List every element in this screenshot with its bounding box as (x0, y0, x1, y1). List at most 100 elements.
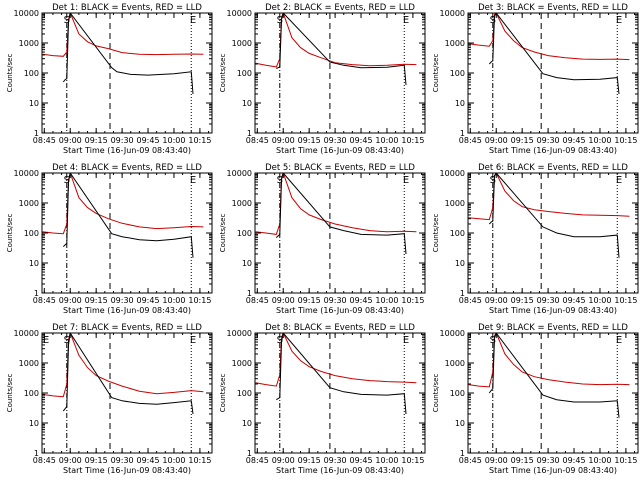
x-tick-label: 09:00 (59, 136, 82, 145)
x-tick-label: 10:15 (188, 296, 211, 305)
y-axis-label: Counts/sec (219, 214, 227, 253)
x-tick-label: 10:00 (162, 136, 185, 145)
y-tick-label: 100 (24, 229, 39, 238)
x-tick-label: 09:30 (111, 136, 134, 145)
panel-title: Det 6: BLACK = Events, RED = LLD (478, 163, 628, 173)
marker-s: S (64, 335, 70, 346)
y-tick-label: 100 (237, 229, 252, 238)
marker-s: S (277, 15, 283, 26)
x-tick-label: 08:45 (246, 296, 269, 305)
marker-e: E (43, 335, 49, 346)
x-tick-label: 10:00 (375, 296, 398, 305)
y-tick-label: 1 (460, 289, 465, 298)
x-tick-label: 09:45 (350, 136, 373, 145)
x-tick-label: 08:45 (459, 136, 482, 145)
series-line-lld (42, 173, 204, 235)
x-axis-label: Start Time (16-Jun-09 08:43:40) (63, 466, 191, 475)
x-tick-label: 08:45 (33, 456, 56, 465)
y-tick-label: 10 (455, 259, 465, 268)
x-tick-label: 09:15 (298, 296, 321, 305)
x-tick-label: 08:45 (459, 296, 482, 305)
panel-title: Det 9: BLACK = Events, RED = LLD (478, 323, 628, 333)
x-tick-label: 09:45 (563, 296, 586, 305)
y-tick-label: 1 (460, 449, 465, 458)
x-tick-label: 09:30 (537, 296, 560, 305)
x-tick-label: 10:15 (614, 136, 637, 145)
x-tick-label: 10:15 (401, 136, 424, 145)
y-tick-label: 10 (29, 99, 39, 108)
series-line-lld (255, 13, 417, 68)
detector-panel: Det 2: BLACK = Events, RED = LLD S E 1 10 100… (219, 3, 426, 155)
marker-s: S (277, 335, 283, 346)
x-tick-label: 10:00 (375, 456, 398, 465)
series-line-lld (468, 173, 630, 221)
y-tick-label: 10000 (227, 329, 252, 338)
marker-s: S (490, 335, 496, 346)
x-axis-label: Start Time (16-Jun-09 08:43:40) (276, 146, 404, 155)
detector-panel: Det 8: BLACK = Events, RED = LLD S E 1 10 100… (219, 323, 426, 475)
x-tick-label: 10:00 (588, 296, 611, 305)
y-tick-label: 100 (450, 69, 465, 78)
marker-e: E (616, 335, 622, 346)
x-tick-label: 08:45 (33, 296, 56, 305)
y-axis-label: Counts/sec (432, 54, 440, 93)
series-line-events (275, 173, 407, 255)
detector-panel: Det 4: BLACK = Events, RED = LLD S E 1 10 100… (6, 163, 213, 315)
y-tick-label: 10 (455, 419, 465, 428)
y-tick-label: 100 (450, 389, 465, 398)
x-axis-label: Start Time (16-Jun-09 08:43:40) (276, 466, 404, 475)
marker-s: S (277, 175, 283, 186)
y-tick-label: 10000 (440, 329, 465, 338)
x-axis-label: Start Time (16-Jun-09 08:43:40) (63, 306, 191, 315)
x-tick-label: 08:45 (33, 136, 56, 145)
x-tick-label: 09:15 (511, 456, 534, 465)
y-tick-label: 10000 (14, 9, 39, 18)
y-tick-label: 10000 (14, 169, 39, 178)
x-axis-label: Start Time (16-Jun-09 08:43:40) (489, 306, 617, 315)
x-tick-label: 09:00 (59, 296, 82, 305)
y-axis-label: Counts/sec (432, 374, 440, 413)
x-tick-label: 10:00 (375, 136, 398, 145)
x-tick-label: 10:15 (401, 456, 424, 465)
x-tick-label: 10:15 (401, 296, 424, 305)
y-tick-label: 10000 (14, 329, 39, 338)
marker-e: E (616, 175, 622, 186)
detector-panel: Det 1: BLACK = Events, RED = LLD S E 1 10 100… (6, 3, 213, 155)
x-tick-label: 09:15 (298, 136, 321, 145)
x-tick-label: 09:45 (563, 136, 586, 145)
y-axis-label: Counts/sec (219, 54, 227, 93)
panel-title: Det 5: BLACK = Events, RED = LLD (265, 163, 415, 173)
series-line-events (62, 13, 194, 95)
x-tick-label: 09:30 (537, 456, 560, 465)
y-tick-label: 1000 (232, 39, 252, 48)
x-tick-label: 10:15 (614, 296, 637, 305)
x-tick-label: 10:00 (588, 136, 611, 145)
marker-s: S (490, 175, 496, 186)
marker-s: S (64, 175, 70, 186)
y-tick-label: 100 (237, 69, 252, 78)
y-tick-label: 1 (247, 129, 252, 138)
marker-e: E (616, 15, 622, 26)
y-tick-label: 1000 (19, 39, 39, 48)
x-tick-label: 09:30 (111, 456, 134, 465)
y-tick-label: 10 (29, 419, 39, 428)
series-line-lld (255, 333, 417, 387)
y-tick-label: 10 (242, 259, 252, 268)
x-tick-label: 09:30 (537, 136, 560, 145)
series-line-lld (42, 333, 204, 398)
x-tick-label: 09:00 (272, 136, 295, 145)
x-tick-label: 10:00 (588, 456, 611, 465)
x-axis-label: Start Time (16-Jun-09 08:43:40) (489, 466, 617, 475)
marker-e: E (190, 335, 196, 346)
y-tick-label: 10 (455, 99, 465, 108)
y-tick-label: 100 (450, 229, 465, 238)
panel-title: Det 4: BLACK = Events, RED = LLD (52, 163, 202, 173)
series-line-lld (468, 13, 630, 61)
panel-title: Det 7: BLACK = Events, RED = LLD (52, 323, 202, 333)
x-tick-label: 09:00 (272, 296, 295, 305)
x-tick-label: 10:15 (614, 456, 637, 465)
y-tick-label: 1 (34, 449, 39, 458)
x-tick-label: 09:45 (137, 296, 160, 305)
y-tick-label: 10 (29, 259, 39, 268)
